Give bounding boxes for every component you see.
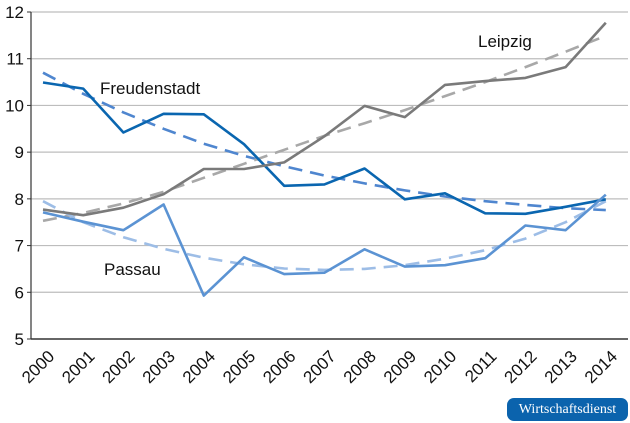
trend-line-5 (42, 200, 607, 272)
series-line-1 (42, 21, 607, 217)
annotation-freudenstadt: Freudenstadt (100, 79, 200, 98)
y-tick-label: 6 (15, 283, 24, 302)
x-tick-label: 2008 (340, 347, 380, 387)
x-tick-label: 2010 (420, 347, 460, 387)
x-tick-label: 2001 (58, 347, 98, 387)
x-tick-label: 2009 (380, 347, 420, 387)
y-tick-label: 7 (15, 237, 24, 256)
x-tick-label: 2000 (18, 347, 58, 387)
x-tick-label: 2003 (139, 347, 179, 387)
x-tick-label: 2006 (259, 347, 299, 387)
annotation-leipzig: Leipzig (478, 32, 532, 51)
x-tick-label: 2013 (541, 347, 581, 387)
series-line-0 (42, 81, 607, 216)
x-tick-label: 2014 (581, 347, 621, 387)
y-tick-label: 8 (15, 190, 24, 209)
y-tick-label: 5 (15, 330, 24, 349)
x-tick-label: 2004 (179, 347, 219, 387)
x-tick-label: 2007 (300, 347, 340, 387)
y-tick-label: 9 (15, 143, 24, 162)
trend-line-4 (42, 34, 607, 223)
annotation-passau: Passau (104, 260, 161, 279)
y-tick-label: 12 (5, 3, 24, 22)
x-tick-label: 2012 (501, 347, 541, 387)
x-tick-label: 2011 (461, 347, 500, 386)
x-tick-label: 2002 (99, 347, 139, 387)
y-tick-label: 10 (5, 96, 24, 115)
y-tick-label: 11 (6, 50, 24, 69)
wirtschaftsdienst-badge: Wirtschaftsdienst (507, 398, 628, 421)
x-tick-label: 2005 (219, 347, 259, 387)
trend-line-3 (42, 71, 606, 212)
series-line-2 (42, 193, 607, 297)
